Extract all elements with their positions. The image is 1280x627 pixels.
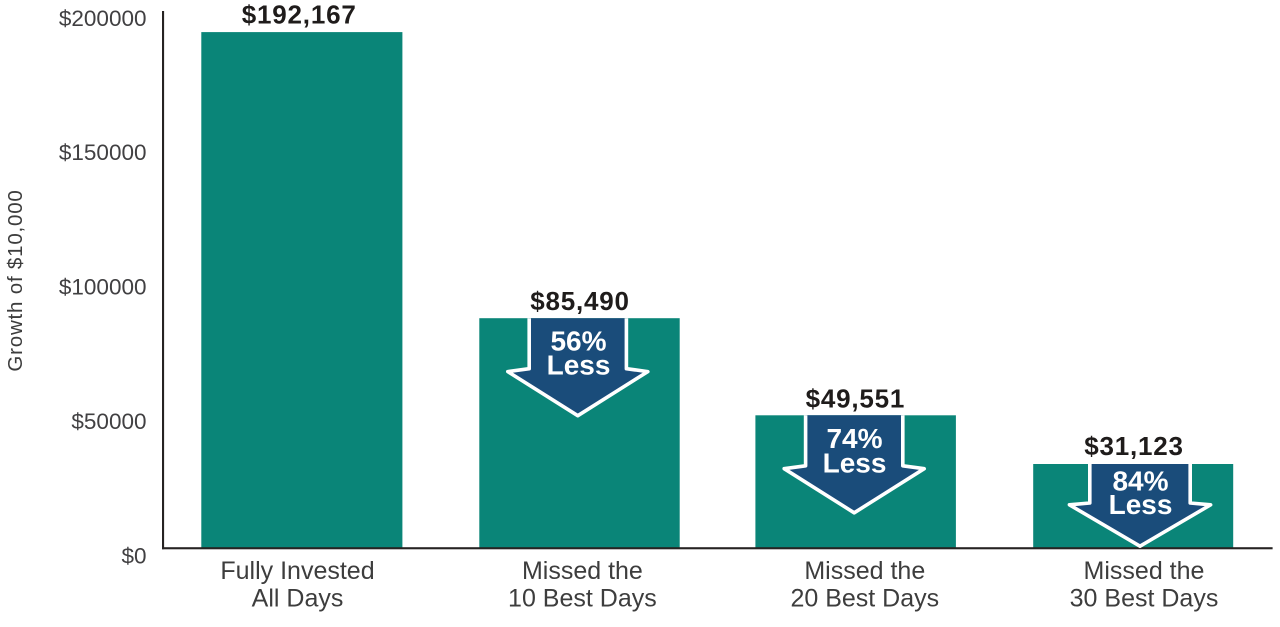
svg-text:Missed the: Missed the <box>522 557 643 585</box>
svg-text:84%: 84% <box>1112 465 1168 496</box>
svg-text:$192,167: $192,167 <box>242 0 357 29</box>
svg-text:56%: 56% <box>550 325 606 356</box>
svg-text:74%: 74% <box>826 423 882 454</box>
svg-text:$85,490: $85,490 <box>530 286 630 316</box>
svg-text:Less: Less <box>547 350 611 381</box>
svg-text:$31,123: $31,123 <box>1084 431 1184 461</box>
svg-text:30 Best Days: 30 Best Days <box>1070 585 1219 613</box>
svg-text:Less: Less <box>1109 489 1173 520</box>
svg-text:Missed the: Missed the <box>804 557 925 585</box>
svg-text:10 Best Days: 10 Best Days <box>508 585 657 613</box>
svg-text:Less: Less <box>823 448 887 479</box>
svg-text:$200000: $200000 <box>59 6 147 31</box>
svg-text:$150000: $150000 <box>59 140 147 165</box>
svg-text:$100000: $100000 <box>59 275 147 300</box>
svg-text:$50000: $50000 <box>71 409 146 434</box>
svg-text:$0: $0 <box>121 543 146 568</box>
svg-text:20 Best Days: 20 Best Days <box>790 585 939 613</box>
svg-text:All Days: All Days <box>252 585 344 613</box>
svg-text:Missed the: Missed the <box>1084 557 1205 585</box>
svg-text:Fully Invested: Fully Invested <box>220 557 374 585</box>
svg-text:$49,551: $49,551 <box>806 384 906 414</box>
svg-text:Growth of $10,000: Growth of $10,000 <box>4 189 27 371</box>
